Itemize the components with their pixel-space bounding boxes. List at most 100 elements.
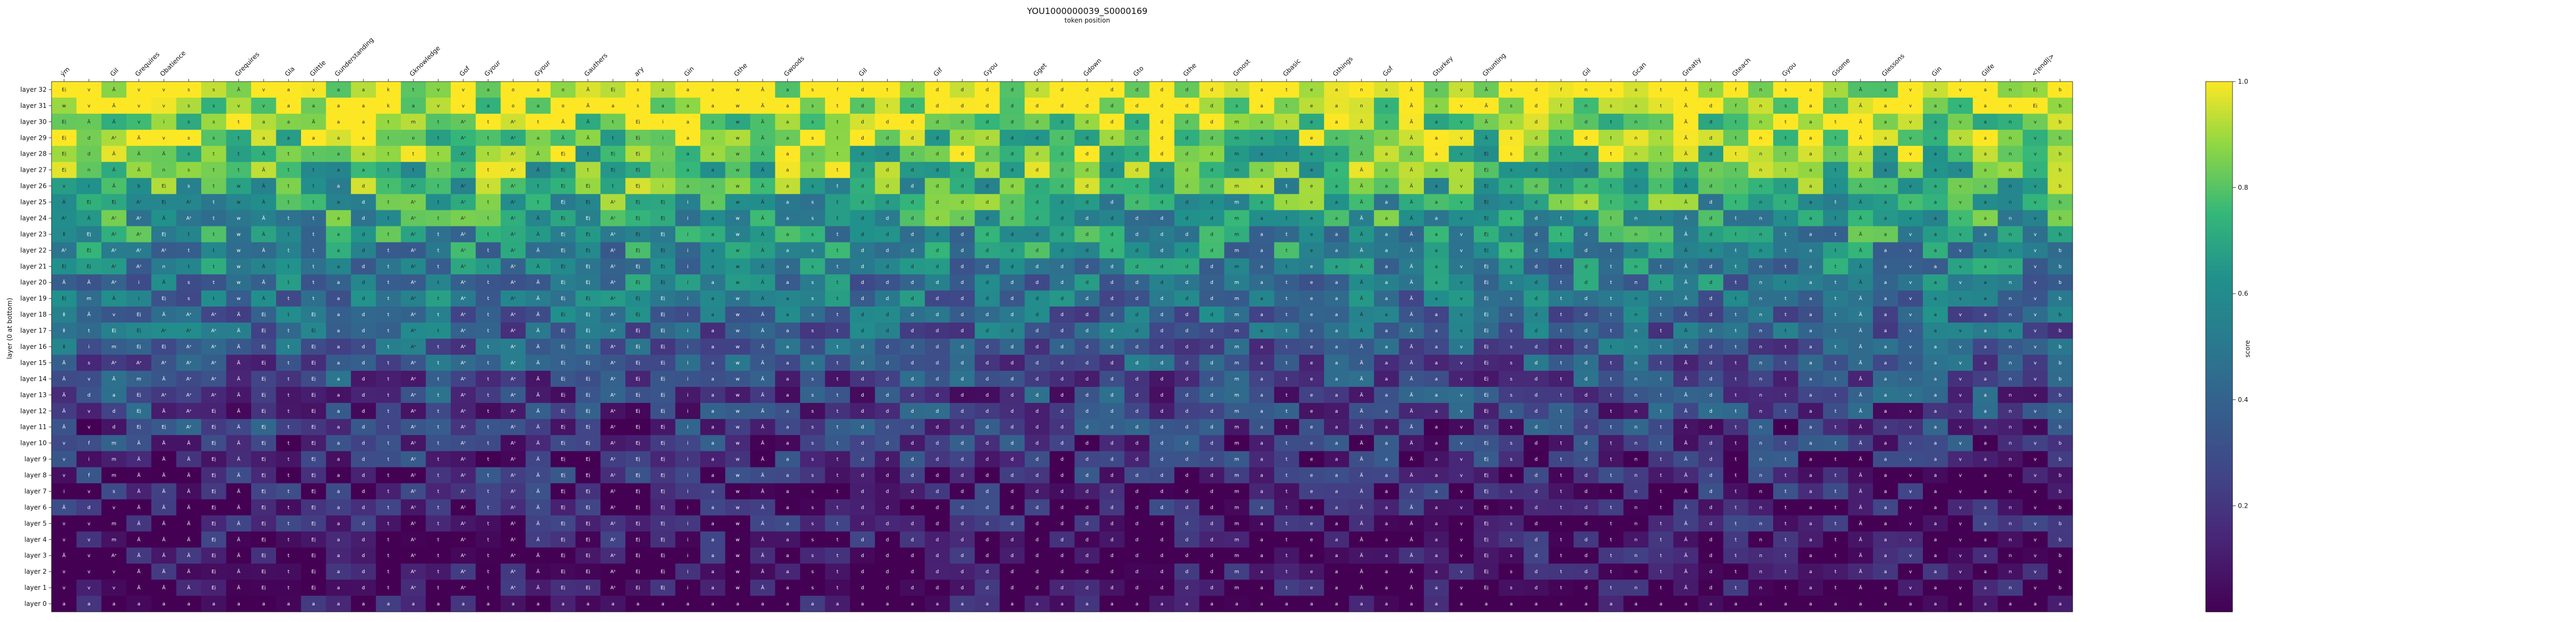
cell-token-label: Ä bbox=[1410, 87, 1414, 93]
heatmap-cell bbox=[700, 113, 726, 130]
cell-token-label: d bbox=[1185, 489, 1189, 494]
heatmap-cell bbox=[675, 178, 701, 195]
cell-token-label: a bbox=[1335, 152, 1338, 157]
cell-token-label: Ä bbox=[1410, 135, 1414, 141]
cell-token-label: Ä bbox=[187, 521, 191, 526]
cell-token-label: Eị bbox=[586, 361, 590, 366]
cell-token-label: i bbox=[687, 232, 689, 237]
cell-token-label: Aˢ bbox=[460, 537, 466, 543]
heatmap-cell bbox=[126, 162, 152, 179]
cell-token-label: t bbox=[288, 216, 290, 221]
cell-token-label: n bbox=[1635, 473, 1638, 479]
heatmap-cell bbox=[176, 194, 202, 211]
heatmap-cell bbox=[1399, 129, 1424, 147]
cell-token-label: d bbox=[886, 521, 889, 526]
cell-token-label: d bbox=[1036, 569, 1039, 575]
heatmap-cell bbox=[1099, 82, 1125, 98]
cell-token-label: i bbox=[662, 168, 664, 173]
cell-token-label: Eị bbox=[137, 328, 141, 334]
cell-token-label: Ä bbox=[587, 135, 590, 141]
cell-token-label: Eị bbox=[561, 248, 565, 253]
cell-token-label: d bbox=[1585, 296, 1588, 302]
cell-token-label: s bbox=[811, 553, 814, 559]
cell-token-label: v bbox=[87, 569, 91, 575]
cell-token-label: t bbox=[1735, 216, 1737, 221]
cell-token-label: Ä bbox=[1684, 504, 1688, 510]
cell-token-label: a bbox=[786, 409, 789, 414]
heatmap-cell bbox=[1074, 194, 1100, 211]
cell-token-label: d bbox=[1160, 200, 1163, 206]
cell-token-label: a bbox=[1335, 441, 1338, 447]
heatmap-cell bbox=[750, 145, 775, 163]
heatmap-cell bbox=[500, 178, 526, 195]
cell-token-label: a bbox=[362, 168, 365, 173]
cell-token-label: m bbox=[1234, 200, 1239, 206]
cell-token-label: a bbox=[1809, 505, 1812, 510]
cell-token-label: d bbox=[362, 264, 365, 269]
cell-token-label: o bbox=[561, 87, 565, 93]
cell-token-label: m bbox=[1234, 232, 1239, 237]
cell-token-label: Ä bbox=[187, 473, 191, 479]
cell-token-label: Aˢ bbox=[460, 296, 466, 302]
cell-token-label: s bbox=[811, 328, 814, 334]
cell-token-label: a bbox=[1335, 409, 1338, 414]
heatmap-cell bbox=[1848, 82, 1874, 98]
cell-token-label: d bbox=[1036, 248, 1039, 253]
cell-token-label: t bbox=[1735, 425, 1737, 430]
cell-token-label: v bbox=[1909, 409, 1912, 414]
cell-token-label: Aˢ bbox=[460, 377, 466, 382]
heatmap-cell bbox=[600, 97, 626, 114]
cell-token-label: m bbox=[112, 457, 116, 463]
cell-token-label: d bbox=[1036, 184, 1039, 189]
cell-token-label: t bbox=[387, 361, 390, 366]
cell-token-label: Aˢ bbox=[111, 232, 116, 237]
cell-token-label: Eị bbox=[636, 168, 640, 173]
cell-token-label: d bbox=[861, 248, 864, 253]
cell-token-label: d bbox=[1709, 216, 1713, 221]
cell-token-label: n bbox=[1635, 457, 1638, 463]
cell-token-label: Ä bbox=[1684, 569, 1688, 575]
cell-token-label: w bbox=[736, 393, 740, 398]
cell-token-label: s bbox=[1510, 328, 1513, 334]
cell-token-label: d bbox=[911, 377, 914, 382]
cell-token-label: t bbox=[437, 168, 440, 173]
cell-token-label: a bbox=[1385, 296, 1388, 302]
cell-token-label: Aˢ bbox=[411, 361, 416, 366]
cell-token-label: a bbox=[1809, 457, 1812, 463]
heatmap-cell bbox=[176, 129, 202, 147]
cell-token-label: t bbox=[213, 232, 215, 237]
cell-token-label: v bbox=[1959, 168, 1962, 173]
cell-token-label: Aˢ bbox=[136, 248, 142, 253]
heatmap-cell bbox=[1074, 129, 1100, 147]
cell-token-label: Ä bbox=[537, 392, 540, 398]
cell-token-label: d bbox=[986, 104, 989, 109]
cell-token-label: t bbox=[1560, 409, 1562, 414]
heatmap-cell bbox=[775, 82, 801, 98]
cell-token-label: d bbox=[87, 136, 91, 141]
heatmap-cell bbox=[500, 162, 526, 179]
cell-token-label: d bbox=[1011, 296, 1014, 302]
heatmap-cell bbox=[201, 194, 226, 211]
cell-token-label: a bbox=[1809, 537, 1812, 543]
cell-token-label: e bbox=[1310, 361, 1313, 366]
cell-token-label: Ä bbox=[262, 247, 266, 253]
cell-token-label: Aˢ bbox=[411, 569, 416, 575]
heatmap-cell bbox=[151, 82, 177, 98]
cell-token-label: a bbox=[1385, 280, 1388, 286]
cell-token-label: t bbox=[1735, 377, 1737, 382]
cell-token-label: d bbox=[861, 216, 864, 221]
cell-token-label: d bbox=[1036, 104, 1039, 109]
cell-token-label: d bbox=[986, 184, 989, 189]
heatmap-cell bbox=[1623, 145, 1649, 163]
cell-token-label: d bbox=[1535, 345, 1538, 350]
heatmap-cell bbox=[1873, 145, 1899, 163]
heatmap-cell bbox=[1773, 129, 1799, 147]
cell-token-label: d bbox=[1585, 521, 1588, 526]
cell-token-label: e bbox=[1310, 473, 1313, 479]
cell-token-label: n bbox=[1759, 521, 1762, 526]
heatmap-cell bbox=[1324, 97, 1350, 114]
cell-token-label: v bbox=[137, 120, 141, 125]
cell-token-label: a bbox=[1884, 409, 1887, 414]
cell-token-label: m bbox=[1234, 489, 1239, 494]
cell-token-label: d bbox=[1110, 264, 1114, 269]
